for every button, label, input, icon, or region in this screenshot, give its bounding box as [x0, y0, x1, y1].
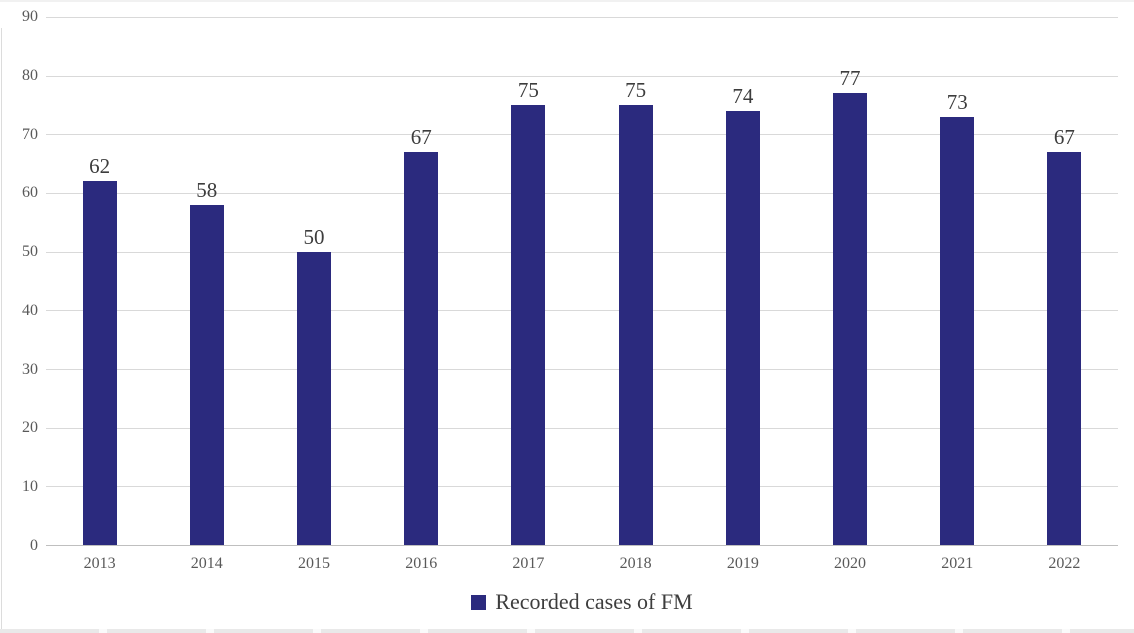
bar-2016: [404, 151, 439, 545]
bar-value-label-2019: 74: [732, 83, 754, 108]
bar-value-label-2022: 67: [1053, 124, 1075, 149]
y-tick-label-10: 10: [22, 478, 38, 496]
y-tick-label-70: 70: [22, 125, 38, 143]
x-tick-label-2013: 2013: [83, 555, 116, 572]
bar-col-2021: 73: [904, 17, 1011, 545]
x-tick-label-2017: 2017: [512, 555, 545, 572]
y-tick-label-0: 0: [30, 537, 38, 554]
left-edge-artifact: [1, 28, 2, 633]
bar-2022: [1047, 151, 1082, 545]
legend: Recorded cases of FM: [46, 589, 1118, 615]
bar-2020: [833, 93, 868, 545]
bar-col-2018: 75: [582, 17, 689, 545]
y-axis: 0 10 20 30 40 50 60 70 80 90: [0, 9, 44, 554]
bar-value-label-2014: 58: [196, 177, 218, 202]
bar-value-label-2018: 75: [625, 77, 647, 102]
bar-value-label-2016: 67: [410, 124, 432, 149]
bar-2015: [297, 251, 331, 545]
bar-col-2022: 67: [1011, 17, 1118, 545]
gridline-10: [46, 486, 1118, 488]
x-tick-label-2015: 2015: [298, 555, 330, 572]
gridline-20: [46, 427, 1118, 429]
gridline-60: [46, 193, 1118, 194]
bar-col-2015: 50: [260, 17, 367, 545]
x-tick-label-2016: 2016: [405, 555, 438, 572]
bar-col-2013: 62: [46, 17, 153, 545]
gridline-70: [46, 134, 1118, 136]
bar-value-label-2017: 75: [517, 77, 539, 102]
x-tick-label-2019: 2019: [726, 555, 759, 572]
x-tick-label-2021: 2021: [941, 555, 974, 572]
y-tick-label-80: 80: [22, 66, 38, 84]
x-axis: 2013 2014 2015 2016 2017 2018 2019 2020 2021 2022: [46, 554, 1118, 575]
x-tick-label-2014: 2014: [190, 555, 223, 572]
legend-swatch-icon: [471, 595, 487, 610]
bar-col-2017: 75: [475, 17, 582, 545]
gridline-30: [46, 369, 1118, 370]
bar-value-label-2013: 62: [89, 154, 111, 179]
plot-area: 62 58 50 67 75 75 74 77 73 67: [46, 17, 1118, 546]
gridline-50: [46, 251, 1118, 253]
y-tick-label-30: 30: [22, 360, 38, 378]
bar-2014: [189, 204, 224, 545]
legend-label: Recorded cases of FM: [495, 589, 693, 614]
bar-col-2014: 58: [153, 17, 260, 545]
bars-row: 62 58 50 67 75 75 74 77 73 67: [46, 17, 1118, 545]
top-edge-artifact: [0, 0, 1134, 2]
gridline-90: [46, 17, 1118, 18]
bar-value-label-2015: 50: [303, 224, 325, 249]
x-tick-label-2022: 2022: [1048, 555, 1081, 572]
bottom-strip-artifact: [0, 629, 1134, 633]
bar-col-2019: 74: [689, 17, 796, 545]
bar-2018: [618, 105, 653, 545]
y-tick-label-40: 40: [22, 301, 38, 319]
x-tick-label-2020: 2020: [834, 555, 867, 572]
y-tick-label-50: 50: [22, 243, 38, 261]
x-tick-label-2018: 2018: [619, 555, 652, 572]
bar-2017: [511, 105, 546, 545]
bar-2021: [940, 116, 975, 545]
bar-col-2020: 77: [796, 17, 903, 545]
y-tick-label-60: 60: [22, 184, 38, 202]
bar-value-label-2020: 77: [839, 66, 861, 91]
bar-2019: [725, 110, 760, 545]
bar-value-label-2021: 73: [946, 89, 968, 114]
y-tick-label-90: 90: [22, 8, 38, 25]
y-tick-label-20: 20: [22, 419, 38, 437]
gridline-40: [46, 310, 1118, 312]
bar-col-2016: 67: [368, 17, 475, 545]
gridline-80: [46, 75, 1118, 77]
bar-2013: [82, 181, 117, 545]
